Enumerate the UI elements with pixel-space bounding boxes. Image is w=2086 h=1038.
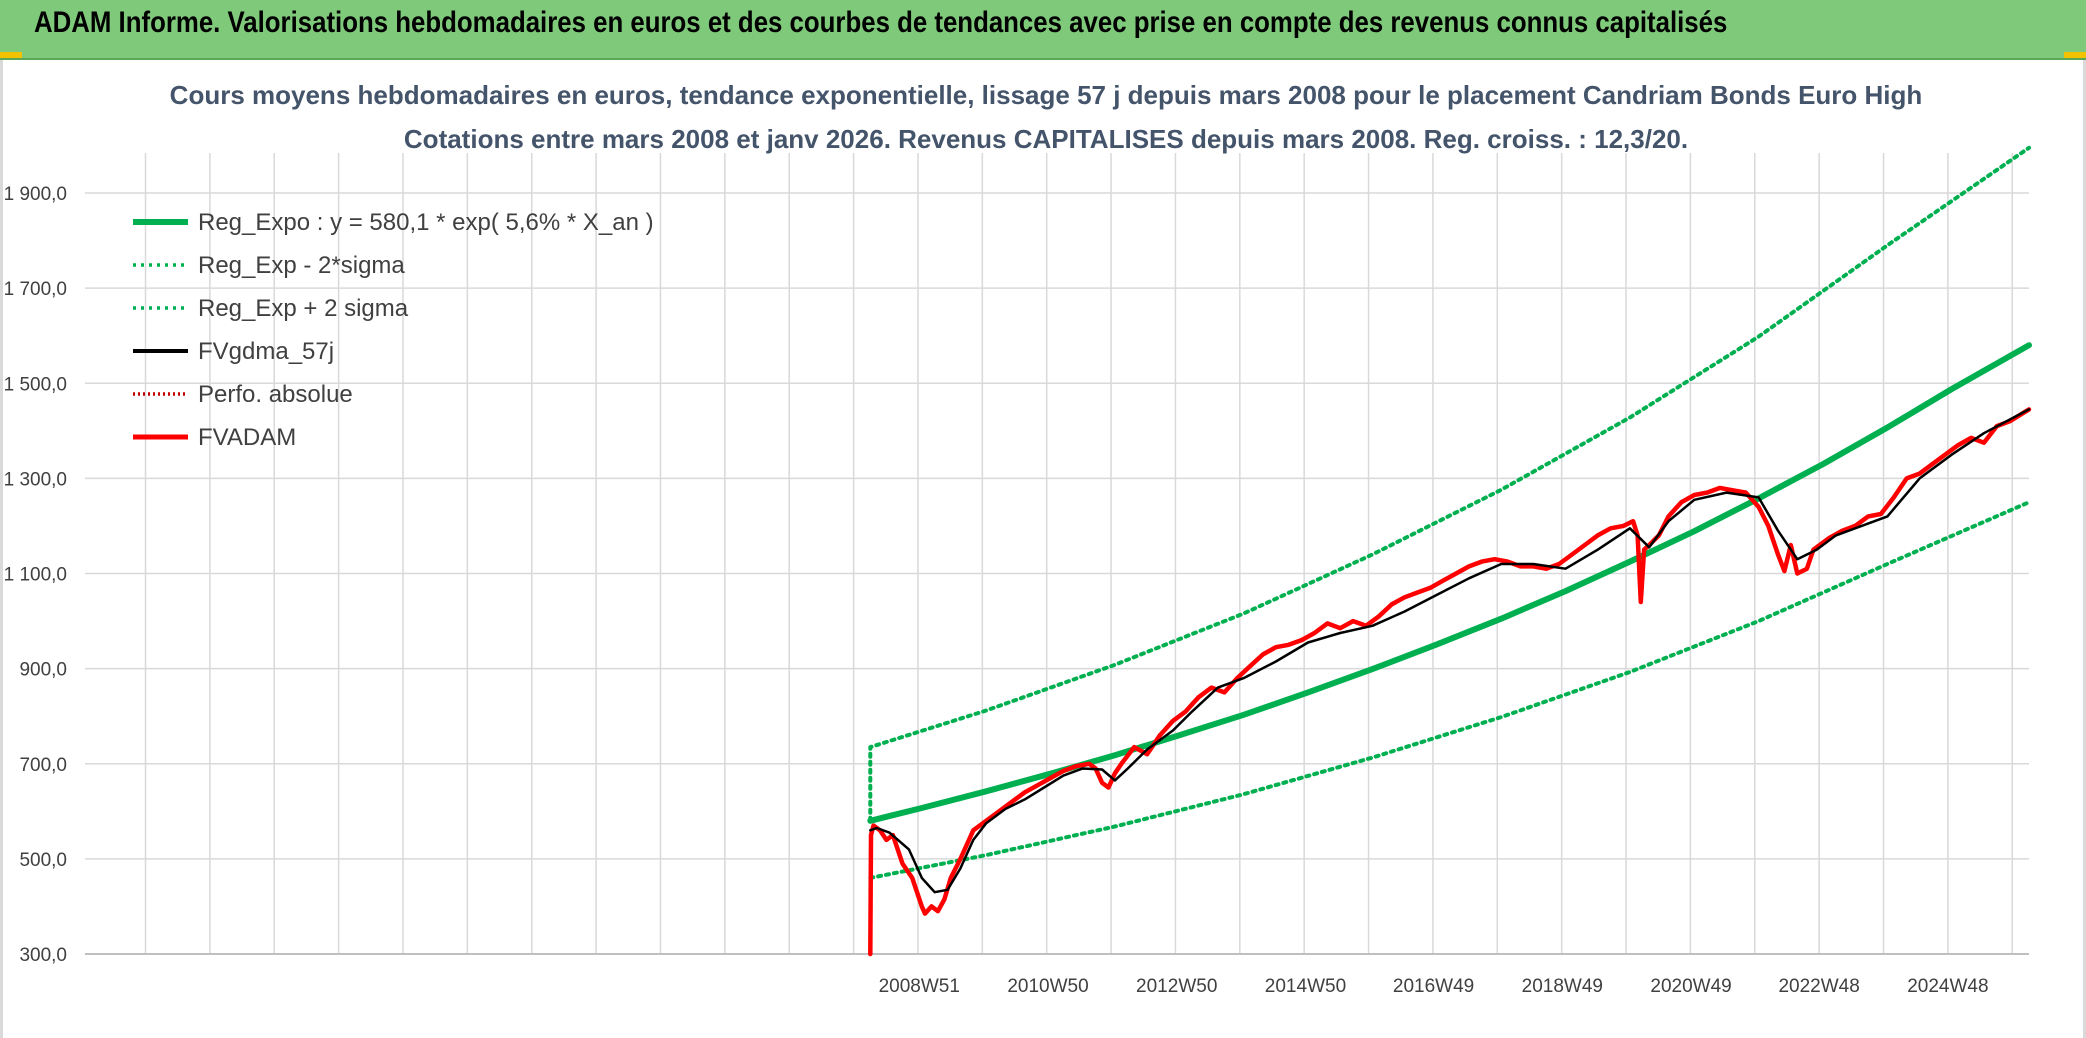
y-tick-label: 1 500,0: [4, 374, 67, 395]
y-tick-label: 1 100,0: [4, 565, 67, 586]
lower-band-line: [868, 500, 2031, 880]
smoothed-line: [869, 408, 2031, 894]
legend-label: Reg_Exp - 2*sigma: [198, 252, 405, 279]
page-title: ADAM Informe. Valorisations hebdomadaire…: [34, 6, 1728, 39]
x-tick-label: 2018W49: [1522, 976, 1603, 997]
legend-label: Reg_Expo : y = 580,1 * exp( 5,6% * X_an …: [198, 209, 654, 236]
chart-area: Cours moyens hebdomadaires en euros, ten…: [0, 60, 2086, 1038]
y-tick-label: 300,0: [19, 945, 67, 966]
x-tick-label: 2022W48: [1778, 976, 1859, 997]
chart-subtitle: Cotations entre mars 2008 et janv 2026. …: [403, 124, 1689, 154]
y-tick-label: 1 900,0: [4, 184, 67, 205]
chart-title: Cours moyens hebdomadaires en euros, ten…: [169, 80, 1923, 110]
x-tick-label: 2014W50: [1265, 976, 1346, 997]
y-tick-label: 900,0: [19, 660, 67, 681]
y-tick-label: 1 300,0: [4, 469, 67, 490]
x-tick-label: 2008W51: [879, 976, 960, 997]
legend-label: Reg_Exp + 2 sigma: [198, 295, 409, 322]
corner-marker: [0, 52, 22, 58]
x-tick-label: 2010W50: [1007, 976, 1088, 997]
x-tick-label: 2016W49: [1393, 976, 1474, 997]
corner-marker: [2064, 52, 2086, 58]
legend-label: FVADAM: [198, 424, 296, 451]
y-tick-label: 1 700,0: [4, 279, 67, 300]
chart-plot: 300,0 500,0 700,0 900,0 1 100,0 1 300,0 1 500,…: [4, 145, 2032, 997]
x-tick-label: 2012W50: [1136, 976, 1217, 997]
legend-label: Perfo. absolue: [198, 381, 353, 408]
x-tick-label: 2024W48: [1907, 976, 1988, 997]
price-line: [868, 407, 2032, 957]
header-bar: ADAM Informe. Valorisations hebdomadaire…: [0, 0, 2086, 60]
legend-label: FVgdma_57j: [198, 338, 334, 365]
y-tick-label: 700,0: [19, 755, 67, 776]
y-tick-label: 500,0: [19, 850, 67, 871]
trend-line: [867, 342, 2032, 824]
x-tick-label: 2020W49: [1650, 976, 1731, 997]
upper-band-line: [868, 145, 2031, 823]
